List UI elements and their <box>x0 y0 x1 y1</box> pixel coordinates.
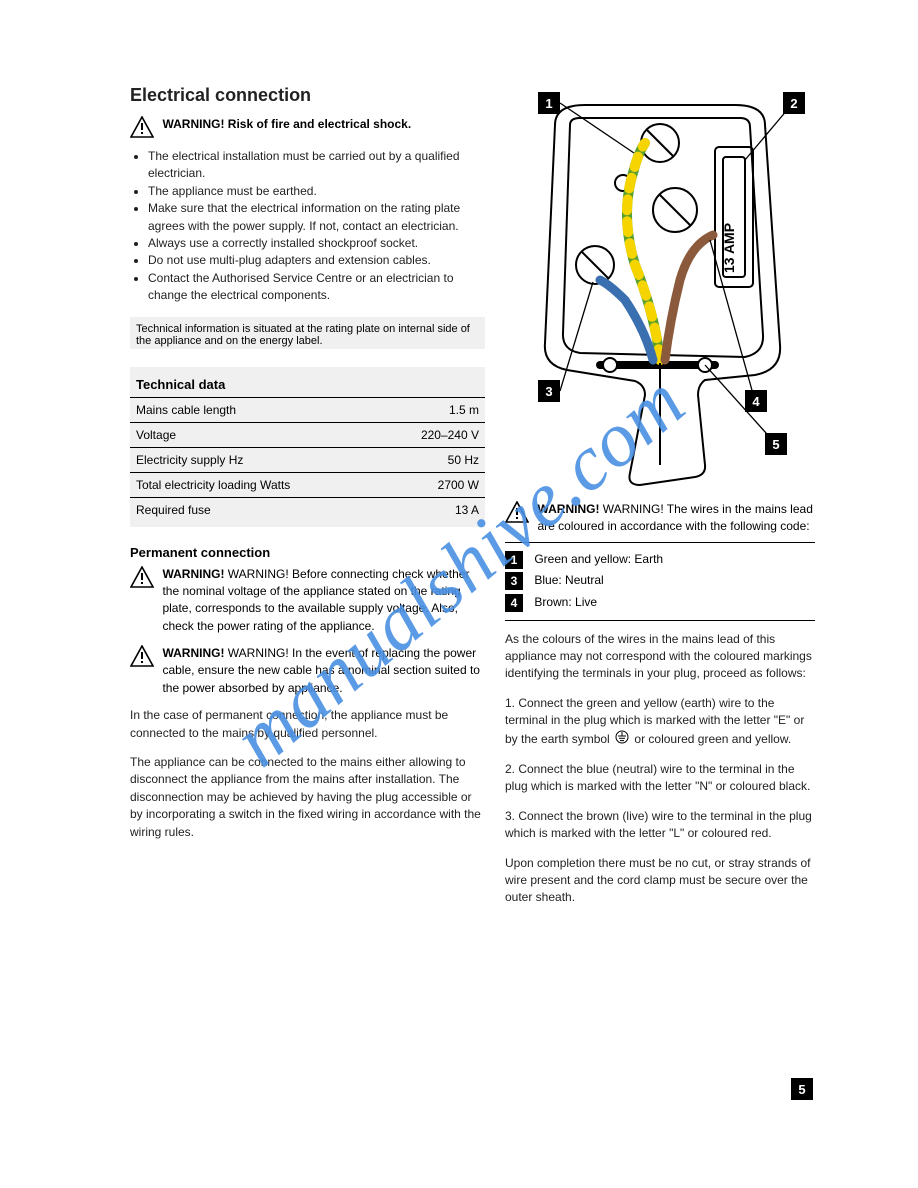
warning-1: WARNING! Risk of fire and electrical sho… <box>130 116 485 138</box>
legend-item: 1 Green and yellow: Earth <box>505 549 815 571</box>
callout-5: 5 <box>765 433 787 455</box>
warning-4: WARNING! WARNING! The wires in the mains… <box>505 501 815 536</box>
section-heading: Electrical connection <box>130 85 485 106</box>
paragraph: As the colours of the wires in the mains… <box>505 631 815 683</box>
legend-text: Green and yellow: Earth <box>534 552 663 566</box>
warning-2: WARNING! WARNING! Before connecting chec… <box>130 566 485 636</box>
subheading: Permanent connection <box>130 545 485 560</box>
page-number: 5 <box>791 1078 813 1100</box>
warning-4-text: WARNING! WARNING! The wires in the mains… <box>537 501 813 536</box>
callout-1: 1 <box>538 92 560 114</box>
bullet-item: The electrical installation must be carr… <box>148 148 485 183</box>
fuse-label: 13 AMP <box>721 223 737 273</box>
paragraph: The appliance can be connected to the ma… <box>130 754 485 841</box>
page: manualshive.com Electrical connection WA… <box>0 0 918 1188</box>
bullet-item: Always use a correctly installed shockpr… <box>148 235 485 252</box>
legend-number: 4 <box>505 594 523 612</box>
warning-3: WARNING! WARNING! In the event of replac… <box>130 645 485 697</box>
callout-4: 4 <box>745 390 767 412</box>
table-row: Required fuse13 A <box>130 497 485 527</box>
bullet-item: Contact the Authorised Service Centre or… <box>148 270 485 305</box>
left-column: Electrical connection WARNING! Risk of f… <box>130 85 485 853</box>
table-header: Technical data <box>130 367 485 398</box>
earth-symbol-icon <box>615 730 629 749</box>
neutral-instruction: 2. Connect the blue (neutral) wire to th… <box>505 761 815 796</box>
bullet-item: The appliance must be earthed. <box>148 183 485 200</box>
legend-item: 3 Blue: Neutral <box>505 570 815 592</box>
plug-wiring-diagram: 13 AMP <box>505 85 815 495</box>
table-row: Mains cable length1.5 m <box>130 397 485 422</box>
bullet-list: The electrical installation must be carr… <box>130 148 485 305</box>
table-caption: Technical information is situated at the… <box>130 317 485 349</box>
legend-text: Blue: Neutral <box>534 573 603 587</box>
table-row: Electricity supply Hz50 Hz <box>130 447 485 472</box>
legend-text: Brown: Live <box>534 595 597 609</box>
table-row: Voltage220–240 V <box>130 422 485 447</box>
tech-data-table: Technical data Mains cable length1.5 m V… <box>130 367 485 527</box>
wire-legend: 1 Green and yellow: Earth 3 Blue: Neutra… <box>505 542 815 621</box>
paragraph: In the case of permanent connection, the… <box>130 707 485 742</box>
right-column: 13 AMP <box>505 85 815 919</box>
bullet-item: Do not use multi-plug adapters and exten… <box>148 252 485 269</box>
final-paragraph: Upon completion there must be no cut, or… <box>505 855 815 907</box>
warning-icon <box>130 566 158 588</box>
warning-1-text: WARNING! Risk of fire and electrical sho… <box>162 116 483 133</box>
legend-item: 4 Brown: Live <box>505 592 815 614</box>
warning-icon <box>505 501 533 523</box>
warning-icon <box>130 116 158 138</box>
bullet-item: Make sure that the electrical informatio… <box>148 200 485 235</box>
table-row: Total electricity loading Watts2700 W <box>130 472 485 497</box>
callout-2: 2 <box>783 92 805 114</box>
callout-3: 3 <box>538 380 560 402</box>
warning-3-text: WARNING! WARNING! In the event of replac… <box>162 645 483 697</box>
warning-icon <box>130 645 158 667</box>
legend-number: 3 <box>505 572 523 590</box>
earth-instruction: 1. Connect the green and yellow (earth) … <box>505 695 815 749</box>
legend-number: 1 <box>505 551 523 569</box>
live-instruction: 3. Connect the brown (live) wire to the … <box>505 808 815 843</box>
warning-2-text: WARNING! WARNING! Before connecting chec… <box>162 566 483 636</box>
